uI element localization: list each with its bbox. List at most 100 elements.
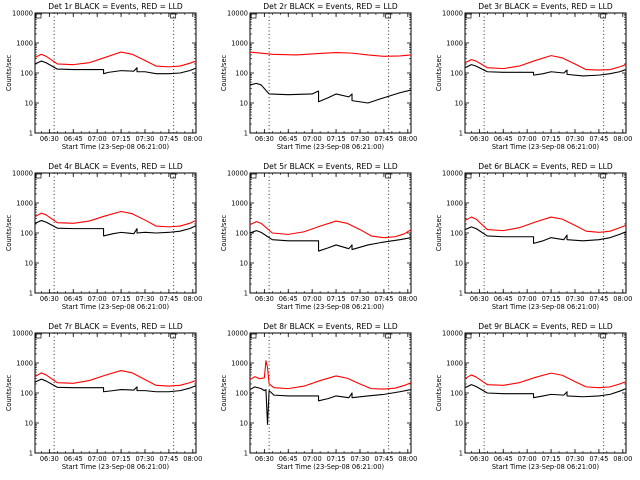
y-axis-label: Counts/sec	[5, 214, 13, 251]
x-tick-label: 07:15	[112, 295, 131, 303]
x-tick-label: 06:30	[40, 455, 59, 463]
x-tick-label: 07:45	[374, 295, 393, 303]
y-tick-label: 100	[20, 229, 33, 237]
y-tick-label: 1	[244, 129, 248, 137]
y-tick-label: 10000	[227, 329, 248, 337]
y-tick-label: 100	[235, 229, 248, 237]
lld-series-line	[34, 210, 197, 228]
x-tick-label: 07:30	[565, 135, 584, 143]
y-tick-label: 1	[244, 449, 248, 457]
x-axis-label: Start Time (23-Sep-08 06:21:00)	[277, 463, 384, 471]
marker-box	[385, 173, 392, 179]
x-axis-label: Start Time (23-Sep-08 06:21:00)	[492, 303, 599, 311]
marker-box	[465, 333, 472, 339]
y-tick-label: 1000	[446, 359, 463, 367]
x-tick-label: 07:15	[542, 455, 561, 463]
y-axis-label: Counts/sec	[435, 214, 443, 251]
x-tick-label: 08:00	[183, 295, 202, 303]
detector-panel: Det 4r BLACK = Events, RED = LLD 1 10 100 10…	[5, 162, 202, 311]
y-tick-label: 10000	[227, 9, 248, 17]
x-tick-label: 07:30	[350, 295, 369, 303]
y-tick-label: 10000	[12, 169, 33, 177]
y-tick-label: 1	[459, 129, 463, 137]
x-axis-label: Start Time (23-Sep-08 06:21:00)	[492, 463, 599, 471]
marker-box	[385, 333, 392, 339]
lld-series-line	[34, 370, 197, 387]
y-tick-label: 10	[240, 99, 248, 107]
y-tick-label: 100	[235, 389, 248, 397]
panel-title: Det 3r BLACK = Events, RED = LLD	[478, 2, 613, 11]
y-tick-label: 10	[240, 419, 248, 427]
detector-panel: Det 7r BLACK = Events, RED = LLD 1 10 100 10…	[5, 322, 202, 471]
marker-box	[465, 13, 472, 19]
x-tick-label: 07:30	[565, 455, 584, 463]
lld-series-line	[34, 51, 197, 68]
y-axis-label: Counts/sec	[220, 54, 228, 91]
y-tick-label: 10000	[442, 169, 463, 177]
y-tick-label: 1000	[16, 359, 33, 367]
y-tick-label: 10	[25, 259, 33, 267]
events-series-line	[34, 220, 197, 237]
lld-series-line	[249, 220, 412, 239]
panel-title: Det 1r BLACK = Events, RED = LLD	[48, 2, 183, 11]
events-series-line	[249, 230, 412, 252]
x-tick-label: 07:30	[350, 135, 369, 143]
x-tick-label: 07:00	[303, 295, 322, 303]
y-tick-label: 100	[235, 69, 248, 77]
lld-series-line	[464, 372, 627, 389]
x-tick-label: 07:00	[88, 135, 107, 143]
y-tick-label: 1000	[446, 39, 463, 47]
x-tick-label: 07:30	[565, 295, 584, 303]
x-tick-label: 07:15	[327, 295, 346, 303]
x-tick-label: 07:15	[327, 455, 346, 463]
x-tick-label: 07:15	[327, 135, 346, 143]
y-tick-label: 1	[29, 449, 33, 457]
y-tick-label: 1	[29, 129, 33, 137]
lld-series-line	[464, 55, 627, 71]
y-tick-label: 10000	[442, 9, 463, 17]
y-tick-label: 100	[450, 389, 463, 397]
marker-box	[250, 13, 257, 19]
y-tick-label: 10000	[12, 329, 33, 337]
panel-title: Det 2r BLACK = Events, RED = LLD	[263, 2, 398, 11]
y-tick-label: 100	[20, 389, 33, 397]
x-tick-label: 06:30	[470, 135, 489, 143]
x-tick-label: 07:45	[589, 455, 608, 463]
events-series-line	[464, 226, 627, 244]
x-tick-label: 07:00	[518, 295, 537, 303]
y-tick-label: 100	[450, 229, 463, 237]
y-tick-label: 1000	[16, 199, 33, 207]
x-tick-label: 07:30	[135, 135, 154, 143]
x-tick-label: 07:00	[88, 455, 107, 463]
x-tick-label: 06:30	[40, 135, 59, 143]
x-tick-label: 07:45	[159, 135, 178, 143]
y-tick-label: 1	[244, 289, 248, 297]
x-tick-label: 07:30	[350, 455, 369, 463]
y-axis-label: Counts/sec	[220, 374, 228, 411]
x-tick-label: 07:30	[135, 295, 154, 303]
y-axis-label: Counts/sec	[5, 374, 13, 411]
x-tick-label: 06:45	[279, 135, 298, 143]
x-axis-label: Start Time (23-Sep-08 06:21:00)	[62, 463, 169, 471]
x-tick-label: 06:30	[470, 295, 489, 303]
x-tick-label: 06:30	[255, 455, 274, 463]
marker-box	[600, 333, 607, 339]
y-tick-label: 1000	[231, 199, 248, 207]
x-tick-label: 06:45	[494, 295, 513, 303]
x-tick-label: 06:45	[64, 295, 83, 303]
x-tick-label: 07:15	[112, 455, 131, 463]
y-tick-label: 10000	[12, 9, 33, 17]
events-series-line	[464, 64, 627, 77]
y-tick-label: 10	[240, 259, 248, 267]
y-tick-label: 100	[450, 69, 463, 77]
x-tick-label: 07:30	[135, 455, 154, 463]
events-series-line	[249, 386, 412, 425]
y-tick-label: 10	[455, 99, 463, 107]
y-tick-label: 100	[20, 69, 33, 77]
x-axis-label: Start Time (23-Sep-08 06:21:00)	[277, 303, 384, 311]
x-tick-label: 07:15	[542, 295, 561, 303]
detector-panel: Det 9r BLACK = Events, RED = LLD 1 10 100 10…	[435, 322, 632, 471]
x-tick-label: 08:00	[183, 455, 202, 463]
detector-panel: Det 3r BLACK = Events, RED = LLD 1 10 100 10…	[435, 2, 632, 151]
